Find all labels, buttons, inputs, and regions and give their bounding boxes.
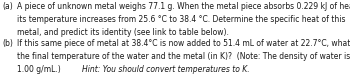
Text: Hint: You should convert temperatures to K.: Hint: You should convert temperatures to… [83, 65, 250, 74]
Text: (b): (b) [3, 39, 14, 48]
Text: its temperature increases from 25.6 °C to 38.4 °C. Determine the specific heat o: its temperature increases from 25.6 °C t… [17, 15, 345, 24]
Text: 1.00 g/mL.): 1.00 g/mL.) [17, 65, 68, 74]
Text: If this same piece of metal at 38.4°C is now added to 51.4 mL of water at 22.7°C: If this same piece of metal at 38.4°C is… [17, 39, 350, 48]
Text: metal, and predict its identity (see link to table below).: metal, and predict its identity (see lin… [17, 28, 229, 37]
Text: A piece of unknown metal weighs 77.1 g. When the metal piece absorbs 0.229 kJ of: A piece of unknown metal weighs 77.1 g. … [17, 2, 350, 11]
Text: (a): (a) [3, 2, 14, 11]
Text: the final temperature of the water and the metal (in K)?  (Note: The density of : the final temperature of the water and t… [17, 52, 350, 61]
